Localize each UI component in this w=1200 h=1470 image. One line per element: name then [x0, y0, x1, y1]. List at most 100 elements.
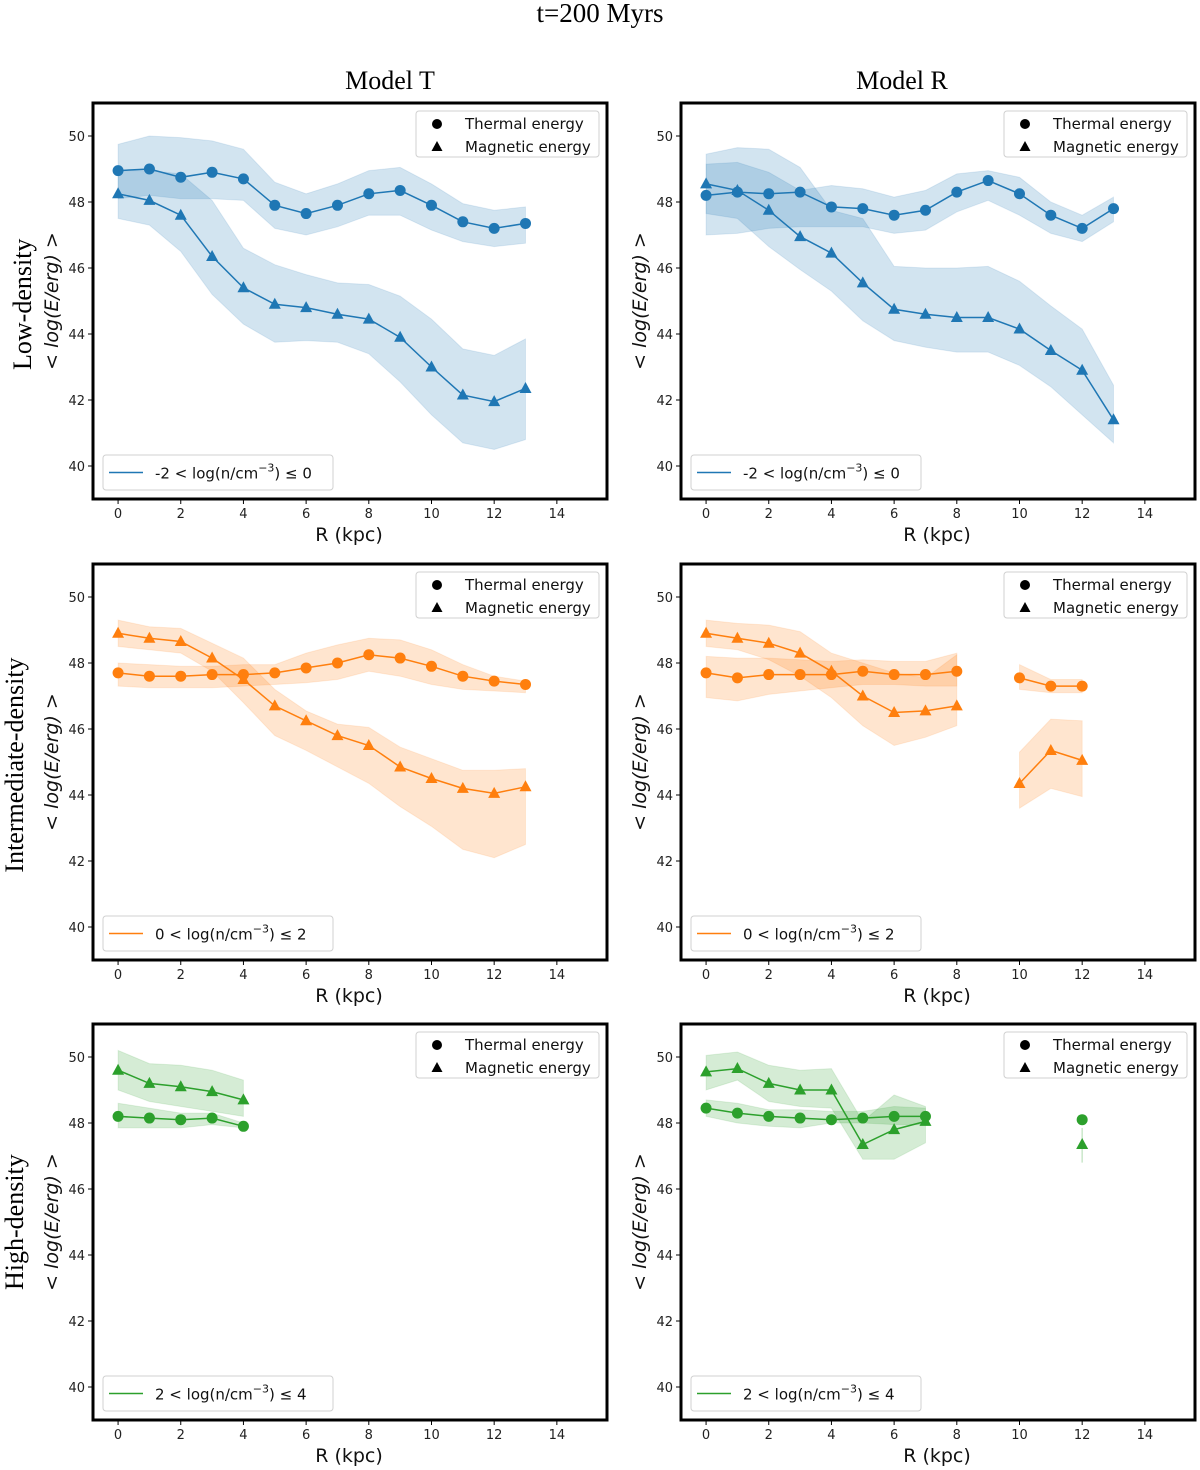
- legend-label: Thermal energy: [464, 576, 584, 594]
- x-tick-label: 10: [1011, 507, 1028, 522]
- legend-density-range: -2 < log(n/cm−3) ≤ 0: [690, 454, 922, 491]
- legend-circle-icon: [1020, 119, 1030, 129]
- legend-box: [415, 110, 600, 158]
- data-point-magnetic: [888, 302, 901, 314]
- axes-frame: [91, 562, 609, 962]
- y-tick-label: 44: [656, 328, 673, 343]
- y-tick-label: 48: [656, 657, 673, 672]
- error-band: [117, 619, 526, 859]
- data-point-thermal: [175, 1114, 187, 1126]
- legend-box: [690, 454, 922, 491]
- data-point-thermal: [794, 186, 806, 198]
- x-tick-label: 14: [549, 507, 566, 522]
- x-tick-label: 4: [239, 968, 247, 983]
- data-point-thermal: [394, 652, 406, 664]
- legend-markers: Thermal energy Magnetic energy: [415, 1031, 600, 1079]
- y-tick-label: 40: [68, 1381, 85, 1396]
- x-tick-label: 0: [702, 968, 710, 983]
- data-point-magnetic: [143, 193, 156, 205]
- data-point-thermal: [857, 1112, 869, 1124]
- x-tick-label: 8: [365, 507, 373, 522]
- data-point-thermal: [520, 678, 532, 690]
- y-tick-label: 50: [68, 591, 85, 606]
- y-tick-label: 48: [68, 196, 85, 211]
- x-tick-label: 14: [1137, 1428, 1154, 1443]
- legend-density-range: 2 < log(n/cm−3) ≤ 4: [690, 1375, 922, 1412]
- legend-circle-icon: [432, 580, 442, 590]
- data-point-magnetic: [300, 714, 313, 726]
- data-point-magnetic: [174, 635, 187, 647]
- data-point-magnetic: [112, 626, 125, 638]
- data-point-thermal: [794, 669, 806, 681]
- axes-frame: [679, 562, 1197, 962]
- data-point-thermal: [919, 204, 931, 216]
- x-tick-label: 2: [765, 1428, 773, 1443]
- legend-label: Magnetic energy: [465, 599, 591, 617]
- data-point-magnetic: [731, 1062, 744, 1074]
- data-point-thermal: [112, 1110, 124, 1122]
- data-point-magnetic: [519, 381, 532, 393]
- legend-triangle-icon: [431, 141, 443, 151]
- data-point-magnetic: [794, 646, 807, 658]
- data-point-thermal: [269, 667, 281, 679]
- legend-label: Magnetic energy: [465, 1059, 591, 1077]
- legend-circle-icon: [432, 1040, 442, 1050]
- series-line: [117, 632, 526, 795]
- legend-box: [690, 915, 922, 952]
- data-point-thermal: [1108, 203, 1120, 215]
- x-tick-label: 8: [953, 968, 961, 983]
- data-point-magnetic: [856, 689, 869, 701]
- data-point-thermal: [1076, 222, 1088, 234]
- legend-box: [415, 571, 600, 619]
- y-axis-label: < log(E/erg) >: [629, 693, 651, 831]
- data-point-magnetic: [112, 187, 125, 199]
- data-point-thermal: [206, 669, 218, 681]
- data-point-thermal: [1045, 209, 1057, 221]
- data-point-thermal: [331, 199, 343, 211]
- data-point-thermal: [888, 1110, 900, 1122]
- legend-label: Thermal energy: [1052, 115, 1172, 133]
- data-point-magnetic: [825, 246, 838, 258]
- data-point-magnetic: [919, 704, 932, 716]
- data-point-thermal: [919, 669, 931, 681]
- y-axis-label: < log(E/erg) >: [41, 1153, 63, 1291]
- data-point-thermal: [857, 203, 869, 215]
- y-tick-label: 50: [656, 130, 673, 145]
- data-point-thermal: [425, 660, 437, 672]
- x-tick-label: 0: [702, 507, 710, 522]
- x-axis-label: R (kpc): [315, 524, 383, 546]
- data-point-thermal: [269, 199, 281, 211]
- data-point-magnetic: [300, 301, 313, 313]
- data-point-magnetic: [950, 311, 963, 322]
- data-point-thermal: [1013, 672, 1025, 684]
- x-tick-label: 10: [1011, 1428, 1028, 1443]
- data-point-magnetic: [731, 183, 744, 195]
- data-point-thermal: [700, 189, 712, 201]
- data-point-thermal: [888, 669, 900, 681]
- x-tick-label: 6: [890, 1428, 898, 1443]
- x-tick-label: 0: [114, 507, 122, 522]
- x-axis-label: R (kpc): [315, 985, 383, 1007]
- data-point-magnetic: [825, 664, 838, 676]
- data-point-magnetic: [488, 395, 501, 407]
- x-tick-label: 2: [177, 968, 185, 983]
- legend-label: 2 < log(n/cm−3) ≤ 4: [743, 1383, 895, 1404]
- data-point-thermal: [700, 1102, 712, 1114]
- x-tick-label: 6: [890, 968, 898, 983]
- legend-label: Thermal energy: [1052, 1036, 1172, 1054]
- y-tick-label: 42: [68, 1315, 85, 1330]
- data-point-thermal: [763, 188, 775, 200]
- axes-frame: [679, 101, 1197, 501]
- data-point-magnetic: [1076, 753, 1089, 765]
- y-tick-label: 46: [68, 1183, 85, 1198]
- x-tick-label: 10: [1011, 968, 1028, 983]
- data-point-thermal: [700, 667, 712, 679]
- y-tick-label: 50: [68, 130, 85, 145]
- data-point-thermal: [175, 670, 187, 682]
- data-point-magnetic: [425, 772, 438, 783]
- data-point-magnetic: [268, 297, 281, 309]
- x-tick-label: 6: [890, 507, 898, 522]
- x-tick-label: 14: [549, 1428, 566, 1443]
